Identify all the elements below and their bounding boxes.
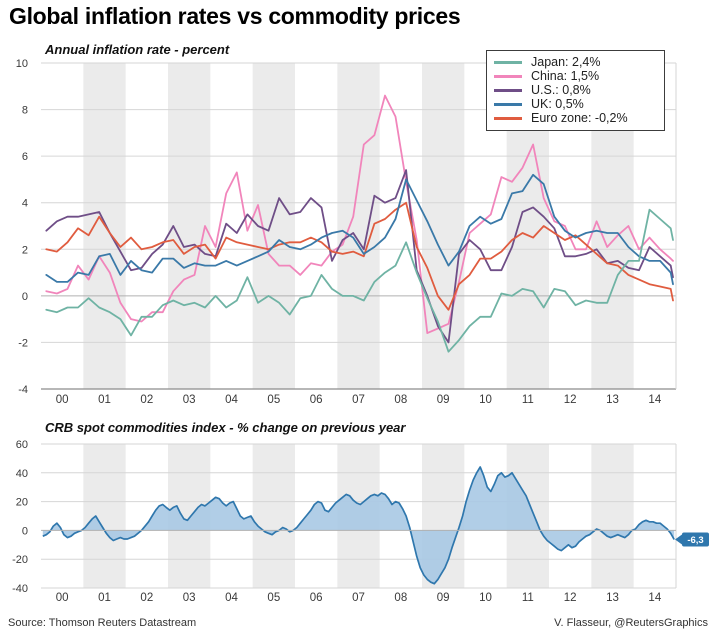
legend-item-china: China: 1,5%	[494, 69, 658, 83]
x-axis-labels: 00 01 02 03 04 05 06 07 08 09 10 11 12 13 14	[56, 394, 662, 406]
svg-text:0: 0	[22, 525, 28, 537]
legend-swatch	[494, 88, 522, 92]
svg-text:6: 6	[22, 151, 28, 163]
svg-text:08: 08	[394, 394, 407, 406]
svg-text:02: 02	[140, 592, 153, 604]
svg-text:01: 01	[98, 394, 111, 406]
legend-item-japan: Japan: 2,4%	[494, 55, 658, 69]
line-china	[45, 94, 674, 335]
gridlines	[41, 443, 677, 589]
end-value-label: -6,3	[687, 535, 703, 546]
svg-text:04: 04	[225, 394, 238, 406]
legend-label: Euro zone: -0,2%	[531, 111, 628, 125]
svg-text:-4: -4	[18, 384, 28, 396]
crb-line	[42, 466, 675, 585]
svg-text:09: 09	[437, 394, 450, 406]
legend-label: U.S.: 0,8%	[531, 83, 591, 97]
svg-text:09: 09	[437, 592, 450, 604]
svg-text:-40: -40	[12, 583, 28, 595]
svg-text:20: 20	[16, 497, 28, 509]
y-axis-labels: 10 8 6 4 2 0 -2 -4	[16, 58, 28, 396]
svg-text:05: 05	[267, 592, 280, 604]
legend-swatch	[494, 60, 522, 64]
x-axis-labels: 00 01 02 03 04 05 06 07 08 09 10 11 12 13 14	[56, 592, 662, 604]
svg-text:12: 12	[564, 592, 577, 604]
line-eurozone	[45, 201, 674, 311]
svg-text:06: 06	[310, 592, 323, 604]
svg-text:04: 04	[225, 592, 238, 604]
inflation-chart-subtitle: Annual inflation rate - percent	[45, 42, 230, 57]
line-japan	[45, 208, 674, 353]
svg-text:07: 07	[352, 592, 365, 604]
line-uk	[45, 173, 674, 286]
legend-swatch	[494, 102, 522, 106]
legend-label: UK: 0,5%	[531, 97, 584, 111]
page-title: Global inflation rates vs commodity pric…	[9, 3, 461, 29]
svg-text:4: 4	[22, 198, 28, 210]
svg-text:00: 00	[56, 592, 69, 604]
svg-text:01: 01	[98, 592, 111, 604]
svg-text:13: 13	[606, 394, 619, 406]
y-axis-labels: 60 40 20 0 -20 -40	[12, 439, 28, 595]
source-note: Source: Thomson Reuters Datastream	[8, 617, 197, 629]
series-lines	[45, 94, 674, 353]
svg-text:03: 03	[183, 592, 196, 604]
legend-item-uk: UK: 0,5%	[494, 97, 658, 111]
svg-text:10: 10	[16, 58, 28, 70]
legend-item-eurozone: Euro zone: -0,2%	[494, 111, 658, 125]
svg-text:00: 00	[56, 394, 69, 406]
svg-text:07: 07	[352, 394, 365, 406]
svg-text:11: 11	[522, 592, 534, 604]
svg-text:2: 2	[22, 244, 28, 256]
crb-chart-subtitle: CRB spot commodities index - % change on…	[45, 420, 406, 435]
svg-text:-20: -20	[12, 554, 28, 566]
svg-text:02: 02	[140, 394, 153, 406]
svg-text:08: 08	[394, 592, 407, 604]
year-bands	[83, 444, 634, 588]
svg-text:60: 60	[16, 439, 28, 451]
svg-text:40: 40	[16, 468, 28, 480]
svg-text:13: 13	[606, 592, 619, 604]
svg-text:05: 05	[267, 394, 280, 406]
svg-text:11: 11	[522, 394, 534, 406]
svg-text:0: 0	[22, 291, 28, 303]
svg-text:03: 03	[183, 394, 196, 406]
svg-text:14: 14	[648, 394, 661, 406]
crb-area-chart: 60 40 20 0 -20 -40 00 01 02 03 04 05 06 07 08 09 10 11 12 1…	[12, 439, 709, 604]
legend-label: Japan: 2,4%	[531, 55, 601, 69]
svg-text:06: 06	[310, 394, 323, 406]
legend-swatch	[494, 116, 522, 120]
legend-label: China: 1,5%	[531, 69, 600, 83]
legend: Japan: 2,4% China: 1,5% U.S.: 0,8% UK: 0,5%…	[486, 50, 665, 131]
svg-text:8: 8	[22, 105, 28, 117]
crb-area-fill	[42, 467, 675, 584]
svg-text:10: 10	[479, 394, 492, 406]
legend-item-us: U.S.: 0,8%	[494, 83, 658, 97]
legend-swatch	[494, 74, 522, 78]
svg-text:10: 10	[479, 592, 492, 604]
credit-note: V. Flasseur, @ReutersGraphics	[554, 617, 708, 629]
line-us	[45, 169, 674, 344]
svg-text:14: 14	[648, 592, 661, 604]
end-value-tag: -6,3	[675, 532, 709, 547]
svg-text:12: 12	[564, 394, 577, 406]
svg-text:-2: -2	[18, 337, 28, 349]
